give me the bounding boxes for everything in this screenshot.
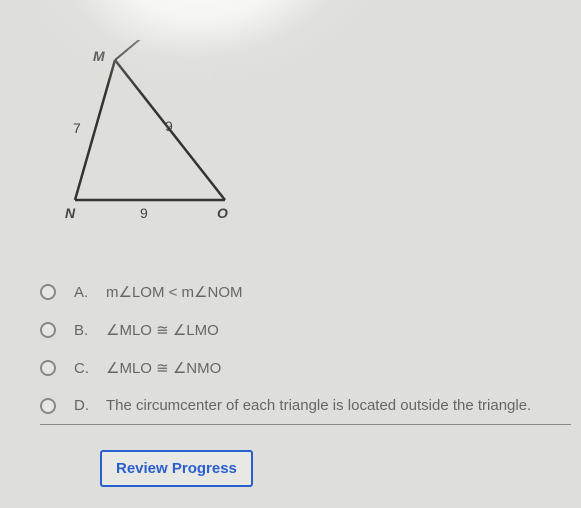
radio-icon[interactable]	[40, 284, 56, 300]
side-mo: 9	[165, 118, 173, 134]
vertex-n: N	[65, 205, 75, 221]
option-text: ∠MLO ≅ ∠NMO	[106, 359, 221, 377]
option-d[interactable]: D. The circumcenter of each triangle is …	[40, 389, 571, 425]
review-progress-button[interactable]: Review Progress	[100, 450, 253, 487]
option-text: m∠LOM < m∠NOM	[106, 283, 242, 301]
option-a[interactable]: A. m∠LOM < m∠NOM	[40, 275, 571, 313]
side-no: 9	[140, 205, 148, 221]
triangle-figure: M N O 7 9 9	[55, 40, 245, 250]
vertex-m: M	[93, 48, 105, 64]
option-letter: D.	[74, 397, 94, 414]
option-b[interactable]: B. ∠MLO ≅ ∠LMO	[40, 313, 571, 351]
option-letter: B.	[74, 322, 94, 339]
option-text: The circumcenter of each triangle is loc…	[106, 397, 531, 414]
option-text: ∠MLO ≅ ∠LMO	[106, 321, 219, 339]
option-c[interactable]: C. ∠MLO ≅ ∠NMO	[40, 351, 571, 389]
option-letter: A.	[74, 284, 94, 301]
radio-icon[interactable]	[40, 322, 56, 338]
answer-options: A. m∠LOM < m∠NOM B. ∠MLO ≅ ∠LMO C. ∠MLO …	[40, 275, 571, 425]
side-mn: 7	[73, 120, 81, 136]
radio-icon[interactable]	[40, 398, 56, 414]
vertex-o: O	[217, 205, 228, 221]
radio-icon[interactable]	[40, 360, 56, 376]
option-letter: C.	[74, 360, 94, 377]
